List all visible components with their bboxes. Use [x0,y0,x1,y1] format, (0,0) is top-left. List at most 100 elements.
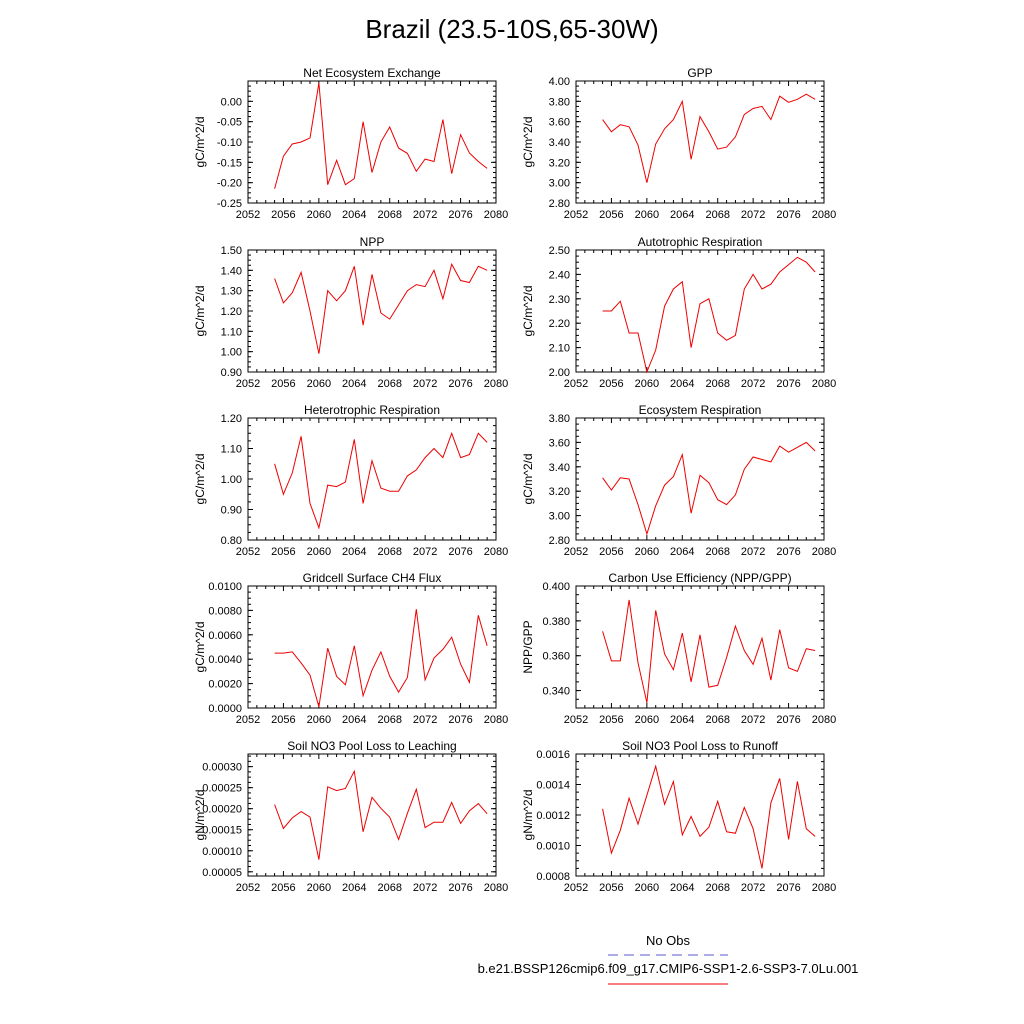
x-tick-label: 2076 [776,714,800,726]
x-tick-label: 2060 [635,714,659,726]
x-tick-label: 2072 [413,714,437,726]
series-line [602,764,816,869]
panel-title: NPP [360,235,385,249]
x-tick-label: 2056 [271,209,295,221]
x-tick-label: 2076 [776,209,800,221]
panel-title: Autotrophic Respiration [638,235,763,249]
legend-label-no-obs: No Obs [646,933,691,948]
y-tick-label: 0.0020 [208,679,242,691]
y-tick-label: 0.340 [542,686,570,698]
panel-title: Ecosystem Respiration [639,403,762,417]
chart-panel-9: Soil NO3 Pool Loss to Leaching gN/m^2/d 20… [193,739,508,894]
y-tick-label: -0.15 [217,157,242,169]
x-tick-label: 2072 [741,714,765,726]
y-axis-label: gC/m^2/d [193,622,207,673]
plot-frame [575,753,825,877]
series-line [274,609,488,707]
series-line [602,599,816,703]
y-tick-label: -0.10 [217,137,242,149]
x-tick-label: 2068 [377,546,401,558]
y-axis-label: gN/m^2/d [193,790,207,841]
y-tick-label: 3.80 [549,413,570,425]
x-tick-label: 2056 [271,378,295,390]
x-tick-label: 2064 [342,882,366,894]
y-tick-label: 3.20 [549,157,570,169]
x-tick-label: 2076 [448,209,472,221]
x-tick-label: 2080 [812,546,836,558]
x-tick-label: 2076 [776,378,800,390]
series-line [274,431,488,530]
series-line [602,441,816,536]
x-tick-label: 2064 [342,209,366,221]
plot-frame [575,417,825,541]
panel-title: Net Ecosystem Exchange [303,66,441,80]
x-tick-label: 2064 [670,882,694,894]
x-tick-label: 2072 [741,378,765,390]
panel-title: Carbon Use Efficiency (NPP/GPP) [608,571,791,585]
series-line [274,82,488,189]
y-tick-label: 0.0016 [536,749,570,761]
y-tick-label: 3.60 [549,117,570,129]
x-tick-label: 2052 [564,714,588,726]
y-tick-label: 2.20 [549,318,570,330]
chart-panel-10: Soil NO3 Pool Loss to Runoff gN/m^2/d 2052… [521,739,836,894]
x-tick-label: 2052 [564,209,588,221]
x-tick-label: 2060 [307,209,331,221]
x-tick-label: 2060 [307,714,331,726]
y-tick-label: 0.0012 [536,810,570,822]
x-tick-label: 2076 [448,882,472,894]
panel-title: Soil NO3 Pool Loss to Runoff [622,739,779,753]
y-tick-label: 0.00030 [202,762,242,774]
x-tick-label: 2060 [635,882,659,894]
panel-title: Gridcell Surface CH4 Flux [303,571,442,585]
x-tick-label: 2064 [670,546,694,558]
plot-frame [247,417,497,541]
x-tick-label: 2076 [448,378,472,390]
y-tick-label: 0.00025 [202,783,242,795]
y-tick-label: 1.10 [221,326,242,338]
y-tick-label: 3.00 [549,178,570,190]
x-tick-label: 2056 [271,882,295,894]
x-tick-label: 2052 [564,378,588,390]
series-line [274,262,488,354]
y-tick-label: 3.60 [549,437,570,449]
plot-frame [247,249,497,373]
x-tick-label: 2080 [484,209,508,221]
chart-panel-8: Carbon Use Efficiency (NPP/GPP) NPP/GPP 20… [521,571,836,726]
series-line [602,256,816,374]
x-tick-label: 2080 [812,882,836,894]
y-tick-label: 0.400 [542,581,570,593]
x-tick-label: 2080 [484,714,508,726]
x-tick-label: 2052 [236,209,260,221]
y-tick-label: -0.05 [217,117,242,129]
chart-panel-2: GPP gC/m^2/d 2052 2056 2060 2064 2068 2072 2076 2… [521,66,836,221]
x-tick-label: 2076 [448,714,472,726]
y-tick-label: 1.10 [221,444,242,456]
x-tick-label: 2068 [705,714,729,726]
x-tick-label: 2056 [599,546,623,558]
y-tick-label: 0.0080 [208,605,242,617]
y-tick-label: 0.00005 [202,867,242,879]
y-tick-label: 0.00020 [202,804,242,816]
y-tick-label: 1.20 [221,306,242,318]
x-tick-label: 2072 [413,882,437,894]
y-tick-label: 0.380 [542,616,570,628]
legend-label-model-run: b.e21.BSSP126cmip6.f09_g17.CMIP6-SSP1-2.… [478,961,859,976]
chart-panel-6: Ecosystem Respiration gC/m^2/d 2052 2056 206… [521,403,836,558]
x-tick-label: 2068 [377,378,401,390]
x-tick-label: 2076 [776,882,800,894]
y-tick-label: 0.0008 [536,871,570,883]
x-tick-label: 2052 [236,882,260,894]
x-tick-label: 2068 [377,882,401,894]
y-tick-label: 0.360 [542,651,570,663]
y-tick-label: 1.30 [221,286,242,298]
panel-title: Heterotrophic Respiration [304,403,440,417]
plot-frame [247,753,497,877]
x-tick-label: 2056 [599,209,623,221]
panel-title: GPP [687,66,712,80]
y-tick-label: 2.30 [549,294,570,306]
chart-panel-7: Gridcell Surface CH4 Flux gC/m^2/d 2052 205… [193,571,508,726]
plot-frame [575,80,825,204]
x-tick-label: 2080 [812,378,836,390]
y-tick-label: 3.80 [549,96,570,108]
